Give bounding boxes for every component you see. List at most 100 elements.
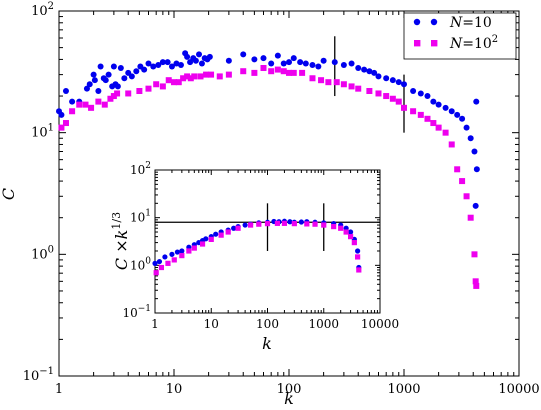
main-point-series1	[145, 60, 152, 67]
main-point-series1	[459, 115, 466, 122]
inset-ytick-label: 100	[130, 256, 151, 272]
main-point-series1	[286, 59, 292, 66]
main-point-series2	[442, 129, 449, 136]
main-point-series1	[150, 63, 157, 70]
main-point-series1	[410, 88, 417, 95]
main-point-series1	[159, 59, 166, 66]
main-point-series1	[442, 104, 449, 111]
main-point-series1	[133, 68, 140, 75]
inset-point-series2	[225, 229, 231, 235]
main-point-series1	[430, 98, 437, 105]
main-point-series1	[268, 60, 275, 67]
main-point-series1	[401, 81, 407, 88]
main-point-series1	[463, 124, 470, 131]
main-point-series1	[320, 57, 327, 64]
inset-point-series2	[218, 232, 224, 238]
inset-point-series2	[179, 253, 185, 259]
inset-point-series2	[171, 257, 177, 263]
main-point-series2	[473, 282, 480, 289]
main-point-series2	[355, 85, 362, 92]
inset-point-series1	[242, 222, 248, 228]
inset-point-series1	[347, 229, 354, 235]
main-point-series1	[141, 66, 148, 73]
main-point-series1	[105, 71, 112, 78]
main-point-series1	[471, 148, 478, 155]
main-point-series1	[251, 56, 258, 63]
main-point-series2	[114, 90, 121, 97]
legend-marker-series1	[430, 18, 438, 26]
main-point-series2	[159, 83, 166, 90]
main-point-series1	[184, 53, 191, 60]
main-point-series2	[454, 166, 461, 173]
main-point-series2	[240, 68, 247, 75]
main-point-series1	[240, 51, 247, 58]
main-point-series2	[153, 81, 160, 88]
main-point-series2	[197, 73, 204, 80]
main-point-series2	[430, 120, 437, 127]
inset-point-series2	[256, 221, 262, 227]
inset-point-series1	[169, 251, 175, 257]
inset-point-series2	[158, 264, 165, 271]
main-point-series1	[128, 73, 135, 80]
main-point-series2	[375, 90, 382, 97]
main-point-series2	[216, 73, 223, 80]
main-point-series1	[114, 83, 121, 90]
inset-point-series2	[235, 225, 241, 231]
legend-marker-series1	[413, 18, 421, 26]
inset-point-series2	[247, 222, 254, 228]
main-ylabel: C	[0, 188, 18, 200]
main-point-series2	[171, 79, 177, 86]
main-point-series1	[340, 61, 347, 68]
inset-point-series1	[203, 236, 209, 242]
main-ytick-label: 102	[31, 1, 54, 19]
main-point-series2	[318, 77, 325, 84]
inset-point-series1	[287, 219, 293, 225]
main-point-series1	[196, 51, 203, 58]
main-point-series1	[375, 73, 382, 80]
main-point-series2	[435, 124, 442, 131]
inset-point-series2	[291, 221, 297, 227]
inset-ytick-label: 102	[130, 161, 151, 177]
main-point-series2	[175, 79, 182, 86]
inset-point-series2	[343, 229, 349, 235]
main-ytick-label: 10−1	[23, 366, 54, 384]
main-point-series1	[62, 88, 69, 95]
main-point-series2	[333, 79, 340, 86]
main-point-series1	[389, 77, 396, 84]
inset-point-series2	[281, 220, 288, 226]
main-point-series1	[280, 60, 287, 67]
inset-point-series1	[355, 248, 361, 254]
inset-point-series1	[231, 225, 237, 231]
main-point-series1	[302, 60, 309, 67]
inset-xtick-label: 1000	[308, 317, 339, 331]
main-point-series1	[315, 63, 322, 70]
inset-xlabel: k	[262, 334, 272, 353]
main-point-series1	[355, 65, 362, 72]
main-point-series2	[299, 69, 306, 76]
main-point-series1	[331, 59, 338, 66]
main-point-series2	[340, 81, 347, 88]
main-point-series2	[290, 69, 297, 76]
main-point-series1	[435, 101, 442, 108]
main-point-series2	[467, 214, 474, 221]
inset-point-series2	[355, 254, 361, 260]
main-point-series2	[225, 71, 232, 78]
inset-point-series2	[321, 222, 327, 228]
main-xtick-label: 10000	[498, 382, 539, 397]
legend-frame	[403, 12, 517, 60]
main-point-series2	[165, 77, 172, 84]
main-point-series1	[473, 166, 480, 173]
main-point-series1	[155, 61, 162, 68]
legend-label-series2: N=102	[449, 34, 498, 52]
main-point-series1	[448, 108, 455, 115]
inset-point-series2	[186, 248, 192, 254]
main-point-series2	[325, 79, 332, 86]
main-point-series1	[187, 59, 194, 66]
main-point-series2	[88, 104, 95, 111]
main-point-series1	[173, 60, 180, 67]
inset-xtick-label: 100	[256, 317, 279, 331]
main-point-series1	[91, 77, 98, 84]
inset-point-series1	[174, 249, 180, 255]
main-point-series1	[424, 93, 431, 100]
